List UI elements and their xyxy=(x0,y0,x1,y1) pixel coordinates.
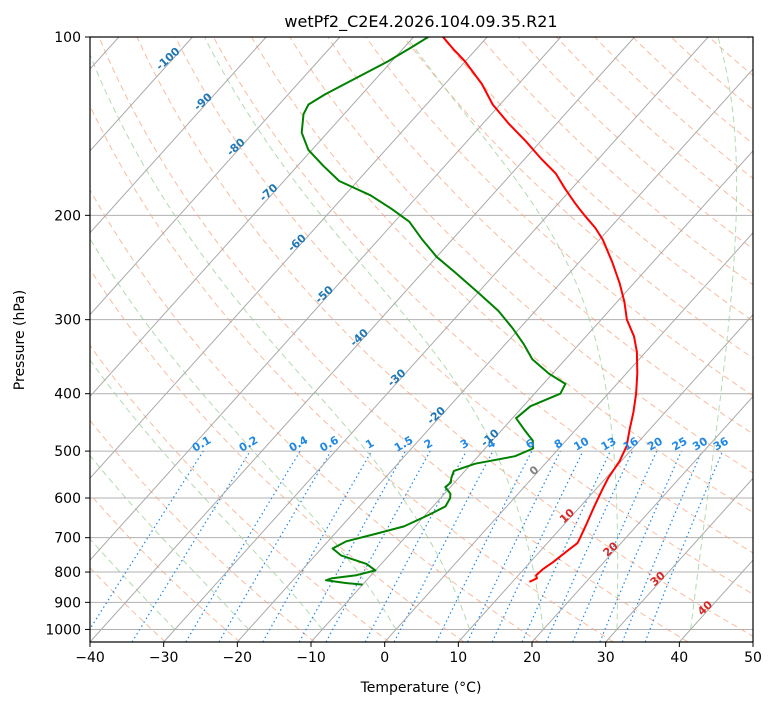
dry-adiabat-line xyxy=(212,37,753,554)
x-tick-label: 30 xyxy=(597,650,615,666)
isotherm-line xyxy=(384,231,753,642)
plot-area xyxy=(90,37,753,642)
x-tick-label: −30 xyxy=(149,650,179,666)
mixing-ratio-line xyxy=(364,450,467,642)
isotherm-line xyxy=(531,395,753,642)
dry-adiabat-line xyxy=(136,37,753,637)
isotherm-line xyxy=(236,68,753,642)
x-tick-label: 40 xyxy=(670,650,688,666)
dry-adiabat-line xyxy=(90,268,465,642)
axes: −40 −30 −20 −10 0 10 20 30 40 50 100 200 300 400 500 60… xyxy=(45,30,762,666)
isotherm-line xyxy=(90,37,635,642)
isotherm-line xyxy=(90,37,193,152)
x-axis-label: Temperature (°C) xyxy=(360,680,482,696)
dry-adiabat-line xyxy=(90,104,614,642)
moist-adiabat-line xyxy=(690,37,738,630)
x-tick-label: 10 xyxy=(449,650,467,666)
chart-title: wetPf2_C2E4.2026.104.09.35.R21 xyxy=(284,12,557,32)
y-tick-label: 600 xyxy=(54,491,81,507)
mixing-ratio-line xyxy=(90,450,204,631)
dewpoint-profile xyxy=(300,37,567,586)
dry-adiabat-line xyxy=(90,419,316,642)
x-tick-label: 50 xyxy=(744,650,762,666)
moist-adiabat-line xyxy=(90,53,471,630)
y-tick-label: 400 xyxy=(54,387,81,403)
moist-adiabat-line xyxy=(90,237,397,630)
y-tick-label: 200 xyxy=(54,208,81,224)
dry-adiabat-line xyxy=(98,37,689,642)
y-axis-label: Pressure (hPa) xyxy=(12,290,28,390)
mixing-ratio-line xyxy=(185,450,301,642)
x-tick-label: 0 xyxy=(380,650,389,666)
x-tick-label: −10 xyxy=(296,650,326,666)
isotherm-line xyxy=(90,37,267,234)
y-tick-label: 700 xyxy=(54,531,81,547)
isotherm-line xyxy=(605,477,753,642)
dry-adiabats xyxy=(90,37,753,642)
dry-adiabat-line xyxy=(365,37,753,397)
y-tick-label: 500 xyxy=(54,444,81,460)
x-tick-label: −20 xyxy=(223,650,253,666)
dry-adiabat-line xyxy=(479,37,753,286)
dry-adiabat-line xyxy=(632,37,753,145)
grid-layer xyxy=(90,37,753,630)
x-tick-label: −40 xyxy=(75,650,105,666)
isotherm-line xyxy=(310,150,753,642)
x-tick-label: 20 xyxy=(523,650,541,666)
isotherm-line xyxy=(163,37,709,642)
mixing-ratio-line xyxy=(466,450,561,642)
isotherm-line xyxy=(90,37,414,398)
dry-adiabat-line xyxy=(289,37,753,474)
sounding-profiles xyxy=(300,37,639,586)
dry-adiabat-line xyxy=(251,37,753,514)
dry-adiabat-line xyxy=(441,37,753,322)
mixing-ratio-line xyxy=(131,450,251,642)
isotherm-line xyxy=(90,37,488,480)
mixing-ratio-line xyxy=(218,450,332,642)
y-tick-label: 100 xyxy=(54,30,81,46)
isotherm-line xyxy=(457,313,753,642)
plot-frame xyxy=(89,36,754,643)
isotherm-line xyxy=(90,37,341,316)
moist-adiabat-line xyxy=(406,37,619,630)
y-tick-label: 1000 xyxy=(45,622,81,638)
dry-adiabat-line xyxy=(90,188,540,642)
dry-adiabat-line xyxy=(174,37,753,595)
mixing-ratio-line xyxy=(521,450,611,642)
moist-adiabats xyxy=(90,37,738,630)
y-tick-label: 300 xyxy=(54,313,81,329)
mixing-ratio-line xyxy=(325,450,431,642)
moist-adiabat-line xyxy=(90,359,323,630)
isotherm-line xyxy=(90,37,562,561)
moist-adiabat-line xyxy=(204,37,544,630)
temperature-profile xyxy=(442,37,639,583)
y-tick-label: 800 xyxy=(54,565,81,581)
isotherms xyxy=(90,37,753,642)
dry-adiabat-line xyxy=(327,37,753,435)
y-tick-label: 900 xyxy=(54,595,81,611)
